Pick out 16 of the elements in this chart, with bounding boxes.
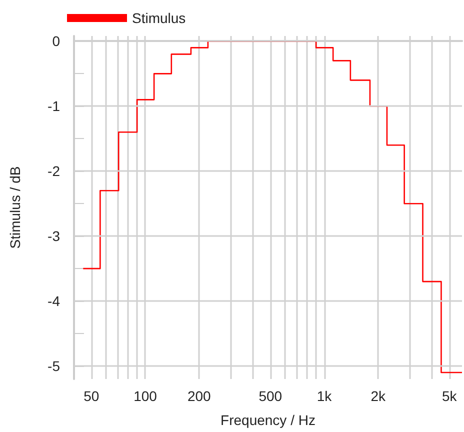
y-tick-label: -5	[48, 358, 60, 374]
y-tick-label: -4	[48, 293, 60, 310]
y-tick-label: 0	[52, 33, 60, 50]
x-tick-label: 500	[258, 388, 282, 404]
x-tick-label: 50	[84, 388, 100, 404]
x-tick-label: 1k	[316, 388, 333, 404]
y-tick-label: -3	[48, 228, 60, 244]
y-tick-label: -2	[48, 163, 60, 180]
x-tick-label: 100	[134, 388, 158, 404]
y-tick-label: -1	[48, 98, 60, 114]
y-axis-title: Stimulus / dB	[7, 166, 23, 249]
x-tick-label: 2k	[370, 388, 387, 404]
legend-label: Stimulus	[132, 10, 186, 26]
x-axis-title: Frequency / Hz	[220, 412, 316, 428]
x-tick-label: 5k	[442, 388, 458, 404]
x-tick-label: 200	[187, 388, 212, 404]
